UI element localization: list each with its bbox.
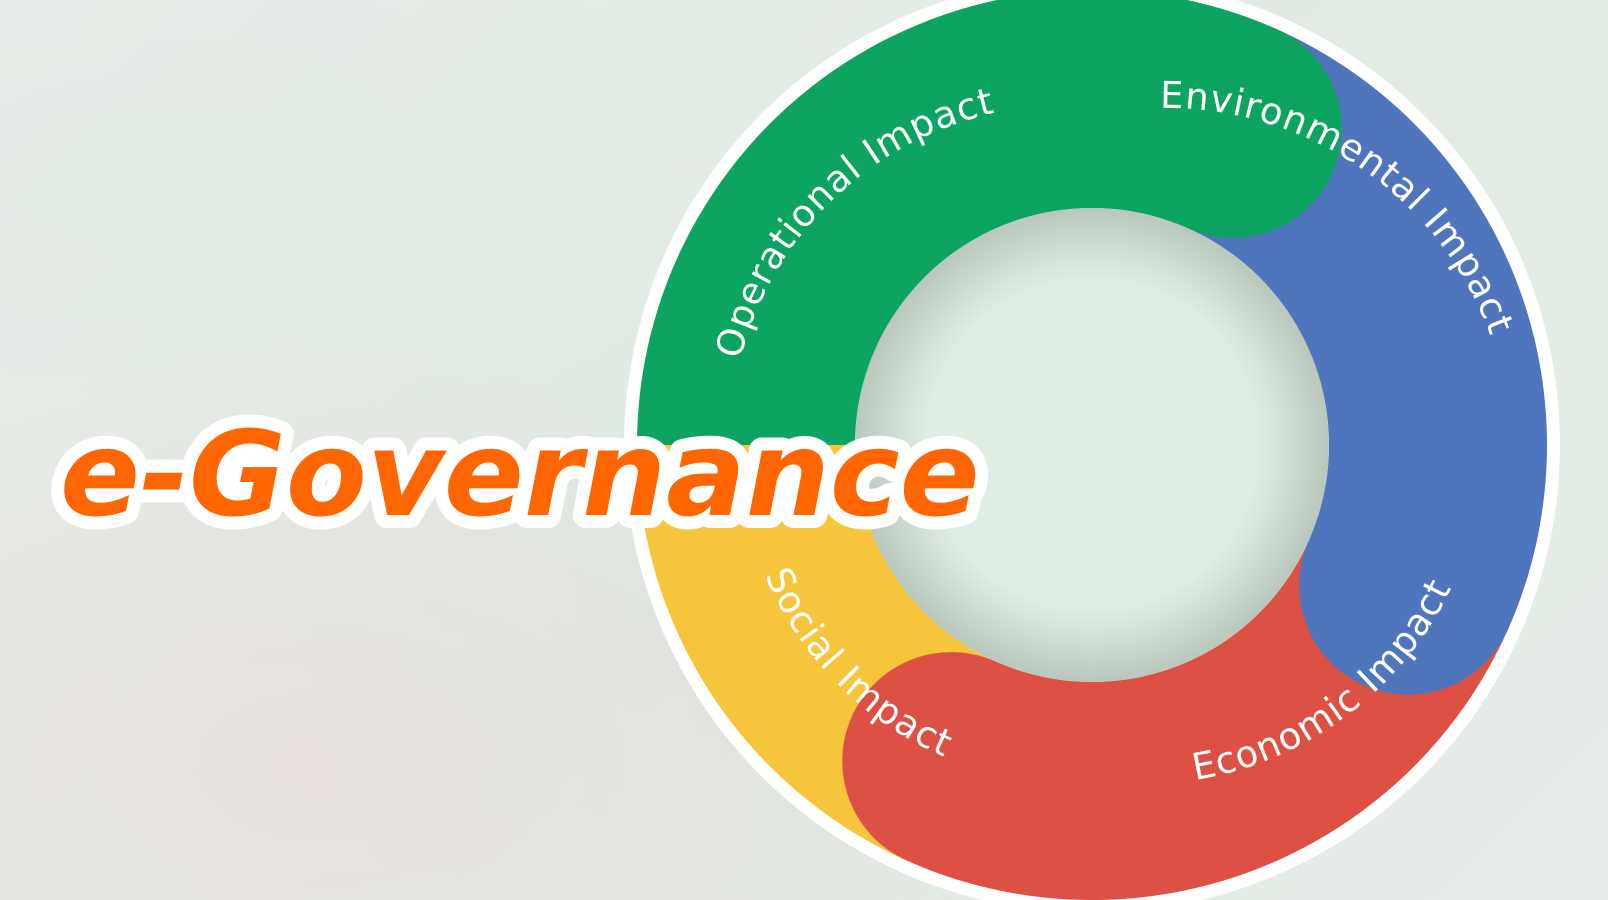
- ring-center: [855, 208, 1329, 682]
- page-title: e-Governance: [60, 405, 980, 543]
- ring-segments: [637, 0, 1547, 900]
- page-title-outline: e-Governance: [60, 405, 980, 543]
- ring-segment-operational: [637, 0, 1342, 445]
